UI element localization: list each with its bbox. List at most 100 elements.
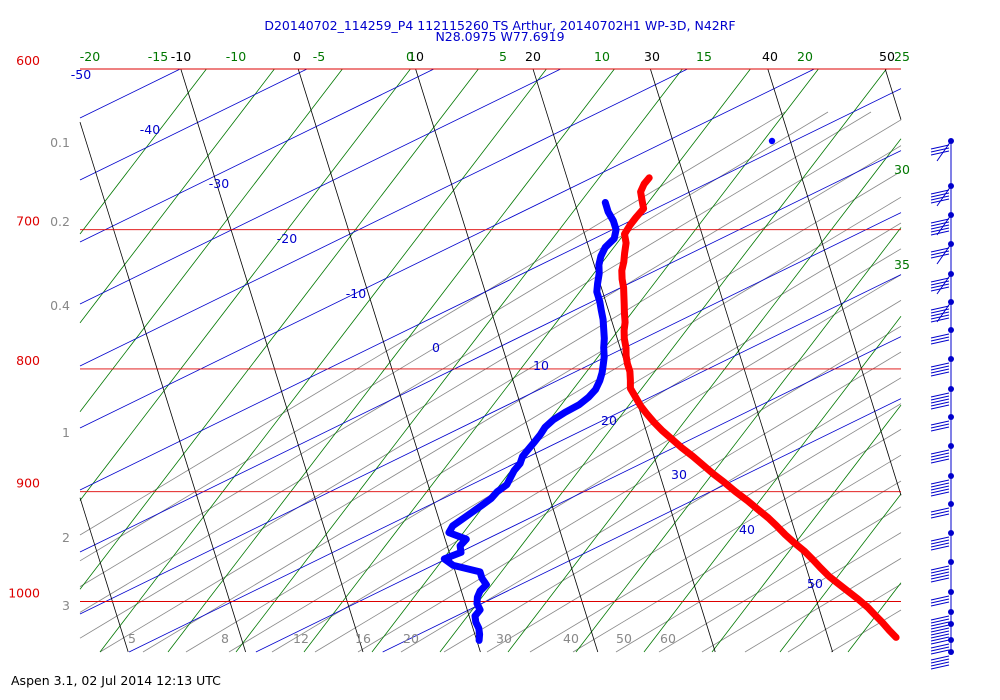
wind-barb: [930, 609, 954, 630]
moist-adiabat-label: 25: [894, 49, 910, 64]
mixing-ratio-line: [142, 196, 902, 653]
wind-barb: [930, 271, 954, 295]
mixing-ratio-line: [486, 403, 902, 653]
moist-adiabat-label: 10: [594, 49, 610, 64]
mixing-ratio-line: [99, 171, 902, 653]
mixing-ratio-label: 50: [616, 631, 632, 646]
wind-barb: [930, 649, 954, 670]
mixing-ratio-line: [615, 480, 902, 653]
wind-barb: [930, 559, 954, 583]
wind-barbs: [930, 138, 954, 670]
mixing-ratio-label: 2: [62, 530, 70, 545]
dry-adiabat: [79, 68, 435, 243]
mixing-ratio-line: [572, 454, 902, 653]
moist-adiabat: [79, 68, 479, 590]
dry-adiabats: [79, 68, 902, 653]
mixing-ratio-line: [744, 558, 902, 653]
moist-adiabat: [439, 68, 887, 653]
mixing-ratio-label: 12: [293, 631, 309, 646]
wind-barb: [930, 299, 954, 323]
mixing-ratio-line: [830, 609, 902, 653]
dry-adiabat-label: -20: [277, 231, 297, 246]
dry-adiabat: [255, 336, 902, 653]
dry-adiabat-label: -30: [209, 176, 229, 191]
isotherm: [79, 121, 246, 653]
isotherm-label: 20: [525, 49, 541, 64]
mixing-ratio-lines: [79, 111, 902, 653]
dewpoint-point: [768, 137, 776, 145]
moist-adiabat-label: 35: [894, 257, 910, 272]
mixing-ratio-label: 40: [563, 631, 579, 646]
moist-adiabat-label: 15: [696, 49, 712, 64]
wind-barb: [930, 356, 954, 377]
moist-adiabat-label: 30: [894, 162, 910, 177]
wind-barb: [930, 212, 954, 236]
mixing-ratio-line: [79, 111, 829, 562]
isobar-label: 1000: [8, 586, 40, 601]
moist-adiabat: [371, 68, 819, 653]
temperature-trace: [618, 174, 900, 641]
dry-adiabat: [382, 398, 902, 653]
mixing-ratio-label: 20: [403, 631, 419, 646]
mixing-ratio-line: [79, 111, 872, 587]
isobar-label: 700: [16, 214, 40, 229]
isotherm-label: 0: [293, 49, 301, 64]
mixing-ratio-line: [529, 429, 902, 653]
mixing-ratio-label: 1: [62, 425, 70, 440]
wind-barb: [930, 637, 954, 655]
wind-barb: [930, 473, 954, 497]
isotherm: [650, 68, 833, 653]
dry-adiabat-label: 10: [533, 358, 549, 373]
isotherm: [79, 497, 129, 653]
wind-barb: [930, 183, 954, 207]
mixing-ratio-line: [314, 300, 902, 653]
mixing-ratio-line: [185, 222, 902, 653]
mixing-ratio-line: [79, 145, 902, 639]
mixing-ratio-line: [79, 119, 902, 613]
isotherm: [180, 68, 364, 653]
dry-adiabat: [79, 68, 308, 181]
mixing-ratio-label: 0.2: [50, 214, 70, 229]
dry-adiabat: [79, 88, 902, 491]
isotherm-label: 40: [762, 49, 778, 64]
dry-adiabat: [79, 68, 181, 119]
mixing-ratio-line: [701, 532, 902, 653]
mixing-ratio-line: [271, 274, 902, 653]
moist-adiabat: [575, 227, 902, 653]
dry-adiabat-label: 40: [739, 522, 755, 537]
mixing-ratio-label: 3: [62, 598, 70, 613]
moist-adiabat-label: 0: [406, 49, 414, 64]
dry-adiabat-label: 50: [807, 576, 823, 591]
isotherm-label: 50: [879, 49, 895, 64]
isobars: [80, 68, 901, 602]
mixing-ratio-label: 60: [660, 631, 676, 646]
isobar-label: 900: [16, 476, 40, 491]
moist-adiabat: [303, 68, 751, 653]
wind-barb: [930, 138, 954, 162]
dry-adiabat: [79, 68, 815, 429]
chart-subtitle: N28.0975 W77.6919: [435, 29, 564, 44]
moist-adiabat: [167, 68, 615, 653]
isotherm-label: 30: [644, 49, 660, 64]
wind-barb: [930, 589, 954, 607]
mixing-ratio-label: 0.1: [50, 135, 70, 150]
wind-barb: [930, 386, 954, 410]
moist-adiabat-label: -10: [226, 49, 246, 64]
moist-adiabat: [99, 68, 547, 653]
footer-version: Aspen 3.1, 02 Jul 2014 12:13 UTC: [11, 673, 221, 688]
mixing-ratio-line: [228, 248, 902, 653]
dry-adiabat: [79, 212, 902, 615]
dry-adiabat-label: -10: [346, 286, 366, 301]
chart-title: D20140702_114259_P4 112115260 TS Arthur,…: [264, 18, 735, 33]
dry-adiabat-label: 0: [432, 340, 440, 355]
moist-adiabat-label: 20: [797, 49, 813, 64]
isotherm-label: -10: [171, 49, 191, 64]
wind-barb: [930, 530, 954, 551]
moist-adiabat-label: 5: [499, 49, 507, 64]
moist-adiabat: [79, 68, 207, 235]
wind-barb: [930, 414, 954, 432]
moist-adiabat-label: -20: [80, 49, 100, 64]
isotherm: [767, 68, 902, 496]
